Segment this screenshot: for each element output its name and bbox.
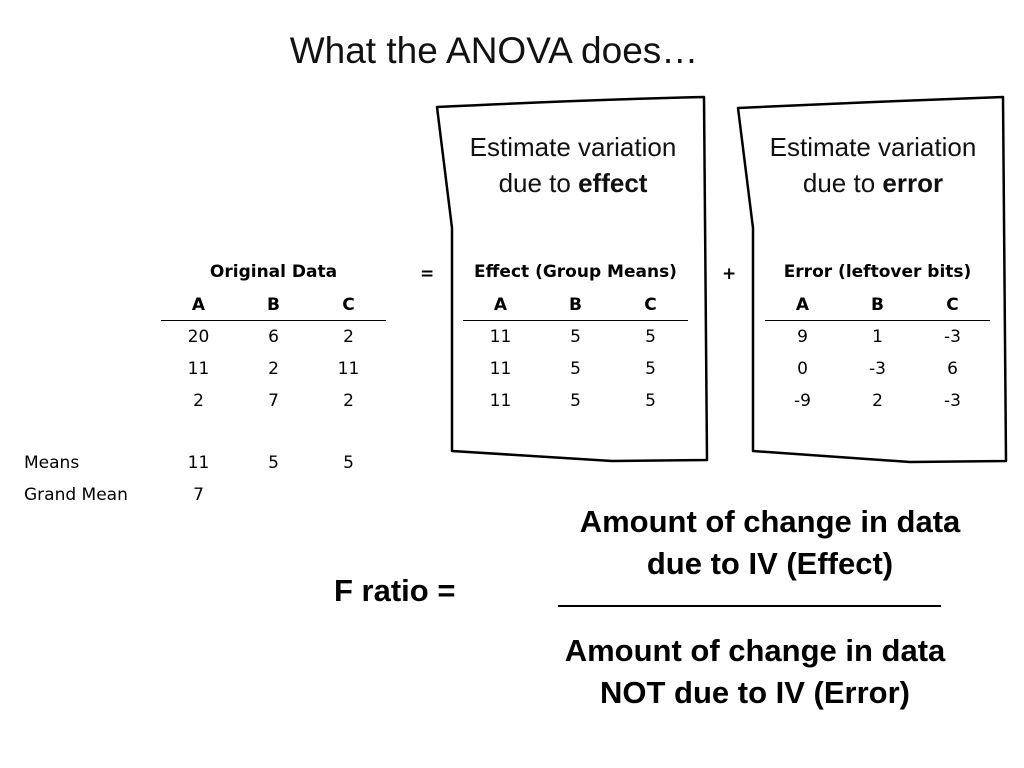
grand-mean-label: Grand Mean	[24, 485, 128, 505]
f-ratio-label: F ratio =	[334, 573, 456, 608]
table-row: 0 -3 6	[765, 353, 990, 385]
f-ratio-numerator: Amount of change in data due to IV (Effe…	[500, 501, 1024, 585]
table-row: -9 2 -3	[765, 385, 990, 417]
error-table-title: Error (leftover bits)	[783, 262, 972, 282]
table-cell: 20	[187, 327, 210, 347]
table-row: 2 7 2	[161, 385, 386, 417]
f-ratio-denominator: Amount of change in data NOT due to IV (…	[485, 630, 1024, 714]
fraction-bar	[558, 605, 941, 607]
error-table: Error (leftover bits) A B C 9 1 -3 0 -3 …	[765, 262, 990, 417]
column-header: C	[644, 295, 657, 315]
column-header: C	[342, 295, 355, 315]
effect-box-line1: Estimate variation	[469, 132, 677, 162]
numerator-line1: Amount of change in data	[579, 504, 961, 539]
effect-box-line2-bold: effect	[578, 168, 648, 198]
table-cell: 11	[489, 359, 512, 379]
mean-value-b: 5	[268, 453, 279, 473]
error-box-line2-bold: error	[882, 168, 944, 198]
table-cell: 2	[343, 327, 354, 347]
effect-box-heading: Estimate variation due to effect	[448, 129, 698, 201]
error-box-outline	[736, 95, 1008, 464]
column-header: A	[795, 295, 810, 315]
table-header-row: A B C	[161, 290, 386, 321]
effect-table: Effect (Group Means) A B C 11 5 5 11 5 5…	[463, 262, 688, 417]
effect-box-line2-prefix: due to	[498, 168, 579, 198]
table-cell: 11	[489, 327, 512, 347]
effect-table-title: Effect (Group Means)	[474, 262, 677, 282]
table-cell: 1	[872, 327, 883, 347]
table-cell: 5	[570, 391, 581, 411]
plus-sign: +	[722, 264, 737, 284]
grand-mean-value: 7	[193, 485, 204, 505]
column-header: C	[946, 295, 959, 315]
table-cell: 5	[645, 391, 656, 411]
mean-value-a: 11	[187, 453, 210, 473]
table-row: 11 2 11	[161, 353, 386, 385]
effect-box-outline	[435, 95, 709, 463]
table-cell: 2	[872, 391, 883, 411]
table-cell: 5	[645, 359, 656, 379]
column-header: B	[569, 295, 582, 315]
slide-title: What the ANOVA does…	[289, 30, 699, 71]
table-cell: 11	[489, 391, 512, 411]
column-header: B	[871, 295, 884, 315]
error-grid: A B C 9 1 -3 0 -3 6 -9 2 -3	[765, 290, 990, 417]
table-cell: 5	[645, 327, 656, 347]
original-data-title: Original Data	[209, 262, 338, 282]
original-data-table: Original Data A B C 20 6 2 11 2 11 2 7 2	[161, 262, 386, 417]
error-box-line1: Estimate variation	[769, 132, 977, 162]
effect-box-line2: due to effect	[448, 165, 698, 201]
table-cell: 2	[343, 391, 354, 411]
table-cell: -3	[944, 327, 961, 347]
table-row: 20 6 2	[161, 321, 386, 354]
table-row: 11 5 5	[463, 385, 688, 417]
table-cell: 2	[193, 391, 204, 411]
original-data-grid: A B C 20 6 2 11 2 11 2 7 2	[161, 290, 386, 417]
table-cell: 11	[187, 359, 210, 379]
column-header: A	[493, 295, 508, 315]
denominator-line1: Amount of change in data	[564, 633, 946, 668]
table-cell: 5	[570, 359, 581, 379]
column-header: B	[267, 295, 280, 315]
table-header-row: A B C	[463, 290, 688, 321]
error-box-heading: Estimate variation due to error	[748, 129, 998, 201]
table-cell: 0	[797, 359, 808, 379]
table-cell: 2	[268, 359, 279, 379]
table-cell: 6	[268, 327, 279, 347]
error-box-line2: due to error	[748, 165, 998, 201]
table-cell: 9	[797, 327, 808, 347]
means-label: Means	[24, 453, 80, 473]
table-cell: -3	[944, 391, 961, 411]
table-cell: 11	[337, 359, 360, 379]
equals-sign: =	[420, 264, 435, 284]
effect-grid: A B C 11 5 5 11 5 5 11 5 5	[463, 290, 688, 417]
mean-value-c: 5	[343, 453, 354, 473]
column-header: A	[191, 295, 206, 315]
table-row: 9 1 -3	[765, 321, 990, 354]
table-cell: 6	[947, 359, 958, 379]
table-row: 11 5 5	[463, 353, 688, 385]
table-row: 11 5 5	[463, 321, 688, 354]
table-cell: -9	[794, 391, 811, 411]
table-cell: -3	[869, 359, 886, 379]
table-cell: 5	[570, 327, 581, 347]
error-box-line2-prefix: due to	[802, 168, 883, 198]
numerator-line2: due to IV (Effect)	[646, 546, 894, 581]
denominator-line2: NOT due to IV (Error)	[600, 675, 910, 710]
table-cell: 7	[268, 391, 279, 411]
table-header-row: A B C	[765, 290, 990, 321]
